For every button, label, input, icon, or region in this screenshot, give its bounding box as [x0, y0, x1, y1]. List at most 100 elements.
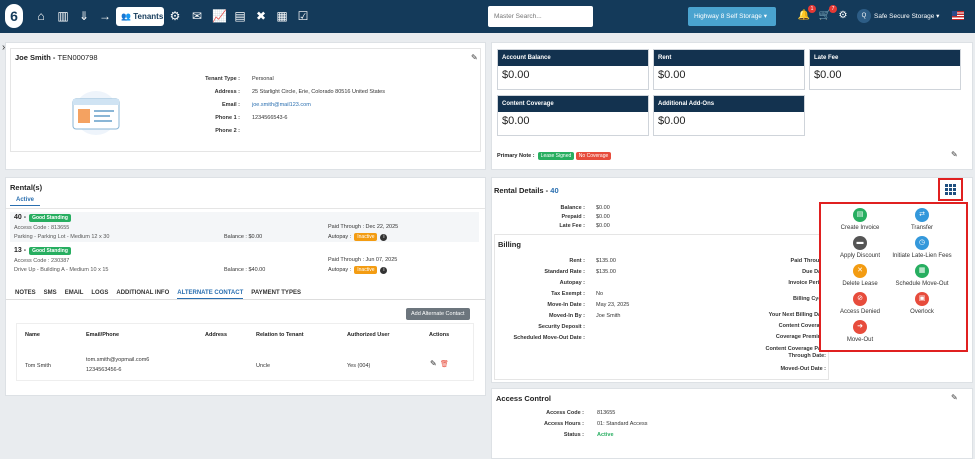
- action-create-invoice[interactable]: ▤ Create Invoice: [825, 208, 895, 231]
- action-transfer[interactable]: ⇄ Transfer: [887, 208, 957, 231]
- subtab-logs[interactable]: LOGS: [91, 290, 109, 296]
- tenants-tab[interactable]: 👥 Tenants: [116, 7, 164, 26]
- map-icon[interactable]: ▥: [57, 9, 69, 23]
- summary-card: Content Coverage $0.00: [497, 95, 649, 136]
- gear-icon[interactable]: ⚙: [838, 10, 848, 21]
- action-icon: ➜: [853, 320, 867, 334]
- tenant-info-box: Joe Smith - TEN000798 ✎ Tenant Type : Per…: [10, 48, 481, 152]
- autopay: Autopay : Inactive i: [328, 233, 388, 241]
- primary-note-label: Primary Note :: [497, 153, 535, 159]
- billing-label: Standard Rate :: [544, 269, 585, 275]
- tab-active[interactable]: Active: [10, 197, 40, 206]
- card-title: Content Coverage: [498, 96, 648, 112]
- action-label: Initiate Late-Lien Fees: [892, 253, 952, 259]
- card-value: $0.00: [658, 115, 686, 127]
- summary-panel: Account Balance $0.00 Rent $0.00 Late Fee $0.…: [491, 42, 973, 170]
- subtab-sms[interactable]: SMS: [43, 290, 57, 296]
- access-value: 813655: [597, 410, 616, 416]
- billing-value: No: [596, 291, 604, 297]
- subtab-additional-info[interactable]: ADDITIONAL INFO: [116, 290, 170, 296]
- document-icon[interactable]: ▤: [234, 9, 246, 23]
- access-control-panel: Access Control ✎ Access Code : 813655 Acce…: [491, 388, 973, 459]
- flag-icon[interactable]: [952, 11, 964, 20]
- field-value[interactable]: joe.smith@mail123.com: [252, 102, 311, 108]
- rental-unit-link[interactable]: 40: [550, 186, 559, 195]
- rental-details-panel: Rental Details - 40 Balance : $0.00 Prepai…: [491, 177, 973, 383]
- bell-icon[interactable]: 🔔: [797, 10, 811, 21]
- access-value: Active: [597, 432, 614, 438]
- move-in-icon[interactable]: ⇓: [78, 9, 90, 23]
- field-label: Phone 2 :: [215, 128, 240, 134]
- rental-item[interactable]: 40 - Good Standing Access Code : 813655 Par…: [10, 212, 479, 242]
- checklist-icon[interactable]: ☑: [297, 9, 309, 23]
- actions-menu: ▤ Create Invoice ⇄ Transfer ▬ Apply Discount ◷…: [819, 202, 968, 352]
- detail-label: Prepaid :: [561, 214, 585, 220]
- detail-value: $0.00: [596, 223, 610, 229]
- tag-lease-signed: Lease Signed: [537, 152, 575, 160]
- rental-item[interactable]: 13 - Good Standing Access Code : 230387 Dri…: [10, 245, 479, 275]
- delete-contact-icon[interactable]: 🗑: [440, 361, 449, 368]
- field-label: Phone 1 :: [215, 115, 240, 121]
- autopay-label: Autopay :: [328, 267, 352, 273]
- report-icon[interactable]: ▦: [276, 9, 288, 23]
- add-alternate-contact-button[interactable]: Add Alternate Contact: [406, 308, 470, 320]
- facility-select[interactable]: Highway 8 Self Storage ▾: [688, 7, 776, 26]
- billing-right-label: Content Coverage Paid Through Date:: [765, 346, 826, 359]
- detail-label: Late Fee :: [559, 223, 585, 229]
- rental-unit: 13 - Good Standing: [14, 247, 71, 255]
- subtab-alternate-contact[interactable]: ALTERNATE CONTACT: [177, 290, 244, 299]
- action-move-out[interactable]: ➜ Move-Out: [825, 320, 895, 343]
- billing-label: Tax Exempt :: [551, 291, 585, 297]
- summary-card: Late Fee $0.00: [809, 49, 961, 90]
- cell-name: Tom Smith: [25, 363, 51, 369]
- status-badge: Good Standing: [29, 247, 71, 255]
- billing-value: Joe Smith: [596, 313, 621, 319]
- action-schedule-move-out[interactable]: ▦ Schedule Move-Out: [887, 264, 957, 287]
- card-value: $0.00: [658, 69, 686, 81]
- chart-icon[interactable]: 📈: [212, 9, 227, 23]
- subtab-notes[interactable]: NOTES: [15, 290, 36, 296]
- arrow-right-icon[interactable]: →: [99, 9, 111, 23]
- edit-access-icon[interactable]: ✎: [951, 393, 958, 402]
- action-access-denied[interactable]: ⊘ Access Denied: [825, 292, 895, 315]
- action-apply-discount[interactable]: ▬ Apply Discount: [825, 236, 895, 259]
- rental-unit: 40 - Good Standing: [14, 214, 71, 222]
- subtab-email[interactable]: EMAIL: [64, 290, 84, 296]
- divider: [6, 208, 485, 209]
- user-remove-icon[interactable]: ✖: [255, 9, 267, 23]
- billing-right-label: Paid Through: [790, 258, 826, 264]
- master-search-input[interactable]: [488, 6, 593, 27]
- rental-balance: Balance : $0.00: [224, 234, 263, 240]
- action-initiate-late-lien-fees[interactable]: ◷ Initiate Late-Lien Fees: [887, 236, 957, 259]
- collapse-chevron-icon[interactable]: »: [2, 42, 8, 53]
- subtab-payment-types[interactable]: PAYMENT TYPES: [251, 290, 301, 296]
- access-label: Access Hours :: [543, 421, 584, 427]
- billing-right-label: Moved-Out Date :: [780, 366, 826, 372]
- mail-icon[interactable]: ✉: [191, 9, 203, 23]
- avatar[interactable]: Q: [857, 9, 871, 23]
- status-badge: Good Standing: [29, 214, 71, 222]
- action-label: Overlock: [910, 309, 934, 315]
- info-icon[interactable]: i: [380, 267, 388, 274]
- action-delete-lease[interactable]: ✕ Delete Lease: [825, 264, 895, 287]
- edit-pencil-icon[interactable]: ✎: [471, 53, 478, 62]
- actions-grid-button[interactable]: [938, 178, 963, 201]
- cell-email: tom.smith@yopmail.com6: [86, 357, 150, 363]
- cart-icon[interactable]: 🛒: [818, 10, 832, 21]
- settings-wheel-icon[interactable]: ⚙: [169, 9, 181, 23]
- billing-label: Moved-In By :: [548, 313, 585, 319]
- user-menu[interactable]: Safe Secure Storage ▾: [874, 13, 940, 20]
- info-icon[interactable]: i: [380, 234, 388, 241]
- edit-note-icon[interactable]: ✎: [951, 150, 958, 159]
- home-icon[interactable]: ⌂: [37, 9, 45, 23]
- action-overlock[interactable]: ▣ Overlock: [887, 292, 957, 315]
- action-label: Create Invoice: [840, 225, 880, 231]
- action-label: Move-Out: [846, 337, 874, 343]
- action-label: Delete Lease: [842, 281, 878, 287]
- rental-details-label: Rental Details -: [494, 186, 549, 195]
- app-logo[interactable]: 6: [5, 4, 23, 28]
- action-icon: ▤: [853, 208, 867, 222]
- edit-contact-icon[interactable]: ✎: [430, 359, 437, 368]
- paid-through: Paid Through : Dec 22, 2025: [328, 224, 399, 230]
- facility-label: Highway 8 Self Storage: [694, 13, 762, 20]
